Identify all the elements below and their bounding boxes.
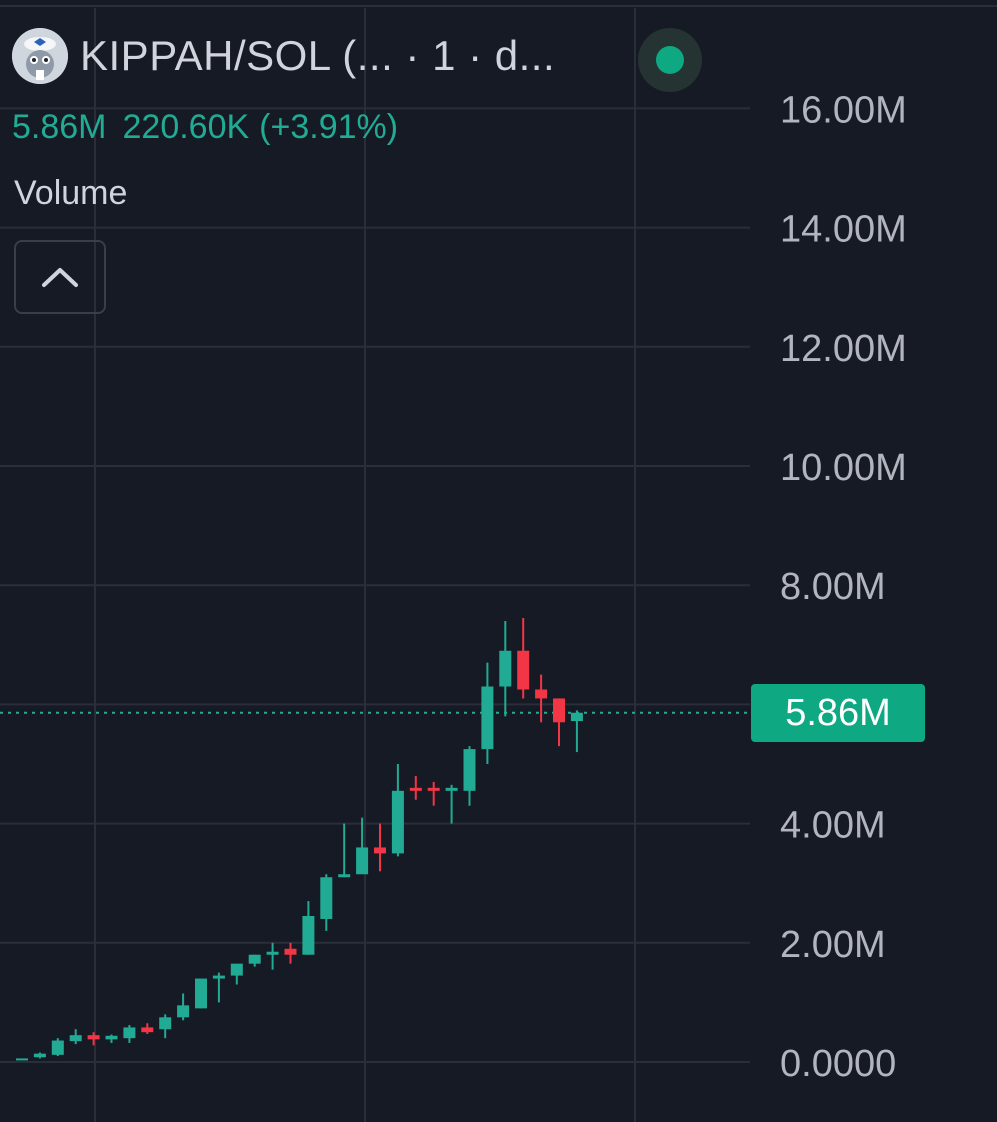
candle-down[interactable] (535, 674, 548, 723)
candle-up[interactable] (266, 942, 279, 970)
collapse-button[interactable] (14, 240, 106, 314)
y-axis-tick-label: 2.00M (780, 924, 886, 966)
candle-down[interactable] (409, 775, 422, 800)
candle-body (463, 749, 476, 791)
live-status-dot-icon (656, 46, 684, 74)
grid-lines (0, 8, 750, 1122)
symbol-title[interactable]: KIPPAH/SOL (... · 1 · d... (80, 32, 556, 79)
candle-up[interactable] (33, 1052, 46, 1059)
candle-up[interactable] (338, 823, 351, 878)
y-axis-tick-label: 14.00M (780, 209, 907, 251)
candle-body (266, 951, 279, 955)
change-percent: (+3.91%) (259, 108, 399, 146)
chart-header: KIPPAH/SOL (... · 1 · d... (12, 28, 555, 84)
candle-body (123, 1027, 136, 1039)
candle-body (105, 1035, 118, 1040)
candle-body (230, 963, 243, 976)
candle-up[interactable] (16, 1058, 28, 1061)
candle-down[interactable] (517, 617, 530, 699)
candle-down[interactable] (284, 942, 297, 964)
candle-up[interactable] (159, 1014, 172, 1039)
candle-up[interactable] (105, 1034, 118, 1043)
candle-body (69, 1035, 82, 1042)
candle-body (535, 689, 548, 699)
candle-up[interactable] (177, 993, 190, 1021)
chevron-up-icon (42, 268, 78, 287)
candle-up[interactable] (123, 1025, 136, 1043)
y-axis-tick-label: 4.00M (780, 805, 886, 847)
legend-values: 5.86M 220.60K (+3.91%) (12, 108, 414, 147)
candle-body (481, 686, 494, 750)
candle-down[interactable] (553, 698, 565, 747)
candle-body (320, 877, 333, 919)
candle-up[interactable] (248, 954, 261, 967)
candles (16, 617, 583, 1061)
candle-up[interactable] (570, 710, 583, 753)
token-avatar-icon[interactable] (12, 28, 68, 84)
y-axis-tick-label: 12.00M (780, 328, 907, 370)
candle-up[interactable] (51, 1038, 64, 1057)
candle-body (374, 847, 386, 854)
candle-body (570, 712, 583, 722)
indicator-label[interactable]: Volume (14, 174, 128, 212)
last-price-label: 5.86M (751, 684, 925, 742)
candle-body (517, 650, 530, 690)
change-value: 220.60K (122, 108, 250, 146)
candle-body (427, 787, 440, 791)
candle-up[interactable] (302, 901, 315, 955)
candle-down[interactable] (141, 1023, 154, 1034)
candle-body (51, 1040, 64, 1055)
candle-body (499, 650, 512, 687)
candle-down[interactable] (374, 823, 386, 872)
candle-up[interactable] (463, 746, 476, 806)
last-value: 5.86M (12, 108, 107, 146)
candle-body (302, 915, 315, 955)
candle-body (33, 1053, 46, 1058)
candle-body (338, 874, 351, 878)
candle-down[interactable] (87, 1032, 100, 1046)
candle-up[interactable] (499, 620, 512, 717)
candle-body (195, 978, 207, 1009)
candle-body (141, 1027, 154, 1033)
candle-body (212, 975, 225, 979)
y-axis-tick-label: 8.00M (780, 566, 886, 608)
candle-body (553, 698, 565, 723)
candle-body (87, 1035, 100, 1040)
candle-up[interactable] (356, 817, 369, 875)
candle-up[interactable] (230, 963, 243, 985)
candle-up[interactable] (69, 1029, 82, 1045)
candle-body (159, 1017, 172, 1030)
candle-up[interactable] (481, 662, 494, 764)
y-axis-tick-label: 0.0000 (780, 1043, 896, 1085)
candle-up[interactable] (445, 784, 458, 824)
candle-down[interactable] (427, 781, 440, 806)
candle-up[interactable] (391, 764, 404, 857)
y-axis-tick-label: 16.00M (780, 89, 907, 131)
candle-body (445, 787, 458, 791)
candle-up[interactable] (212, 972, 225, 1003)
candle-body (248, 954, 261, 964)
candle-body (356, 847, 369, 875)
y-axis-tick-label: 10.00M (780, 447, 907, 489)
candle-body (409, 787, 422, 791)
candle-body (284, 948, 297, 955)
status-indicator[interactable] (638, 28, 702, 92)
candle-up[interactable] (320, 874, 333, 931)
candle-body (177, 1005, 190, 1018)
candle-up[interactable] (195, 978, 207, 1009)
candle-body (391, 790, 404, 854)
candle-body (16, 1058, 28, 1061)
y-axis: 16.00M 14.00M 12.00M 10.00M 8.00M 4.00M 2.00M 0… (780, 89, 907, 1085)
